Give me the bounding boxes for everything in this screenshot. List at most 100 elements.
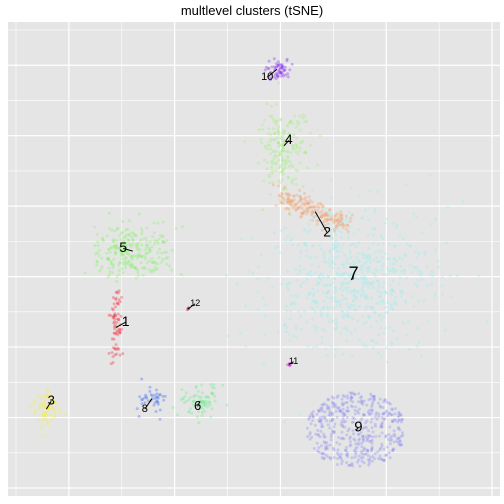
cluster-2-point bbox=[309, 205, 313, 209]
cluster-5-point bbox=[111, 266, 115, 270]
cluster-7-point bbox=[363, 344, 367, 348]
cluster-4-point bbox=[289, 120, 293, 123]
cluster-7-point bbox=[284, 330, 288, 334]
cluster-7-point bbox=[335, 300, 339, 304]
cluster-5-point bbox=[151, 261, 155, 265]
cluster-9-point bbox=[357, 458, 361, 462]
cluster-1-point bbox=[116, 312, 120, 316]
cluster-5-point bbox=[144, 251, 148, 255]
cluster-5-point bbox=[135, 246, 139, 250]
cluster-9-point bbox=[351, 464, 355, 468]
cluster-7-point bbox=[329, 261, 333, 265]
cluster-4-point bbox=[263, 144, 267, 148]
cluster-7-point bbox=[376, 243, 380, 246]
cluster-9-point bbox=[388, 425, 392, 429]
cluster-2-point bbox=[341, 226, 345, 230]
cluster-10-point bbox=[277, 69, 281, 72]
cluster-2-point bbox=[334, 213, 338, 217]
cluster-3-point bbox=[63, 413, 67, 417]
cluster-4-point bbox=[277, 132, 281, 136]
cluster-9-point bbox=[356, 442, 360, 445]
cluster-5-point bbox=[120, 253, 124, 257]
cluster-6-point bbox=[199, 405, 202, 409]
cluster-7-point bbox=[345, 220, 349, 224]
cluster-5-point bbox=[153, 268, 157, 272]
cluster-7-point bbox=[320, 336, 324, 339]
cluster-7-point bbox=[328, 283, 332, 287]
cluster-9-point bbox=[338, 442, 342, 446]
cluster-4-point bbox=[270, 114, 274, 118]
cluster-10-point bbox=[272, 75, 276, 79]
cluster-9-point bbox=[336, 451, 339, 455]
cluster-3-point bbox=[54, 401, 58, 405]
cluster-5-point bbox=[145, 252, 149, 256]
cluster-2-point bbox=[296, 205, 300, 209]
cluster-9-point bbox=[383, 398, 387, 402]
cluster-2-point bbox=[316, 205, 320, 209]
cluster-7-point bbox=[373, 210, 377, 214]
cluster-7-point bbox=[311, 294, 315, 298]
cluster-5-point bbox=[158, 247, 162, 251]
cluster-4-point bbox=[283, 138, 286, 142]
cluster-10-point bbox=[274, 65, 278, 69]
cluster-8-point bbox=[155, 395, 159, 399]
cluster-5-point bbox=[133, 266, 137, 270]
cluster-5-point bbox=[136, 244, 140, 248]
cluster-7-point bbox=[354, 262, 357, 266]
cluster-7-point bbox=[313, 299, 317, 303]
cluster-5-point bbox=[157, 237, 161, 241]
cluster-7-point bbox=[329, 235, 333, 239]
cluster-9-point bbox=[370, 417, 374, 421]
cluster-7-point bbox=[357, 194, 361, 197]
cluster-7-point bbox=[292, 301, 296, 305]
cluster-7-point bbox=[329, 297, 332, 301]
cluster-7-point bbox=[359, 265, 363, 268]
cluster-3-point bbox=[53, 410, 57, 414]
cluster-4-point bbox=[294, 168, 298, 172]
cluster-7-point bbox=[307, 272, 311, 275]
cluster-7-point bbox=[334, 317, 338, 321]
cluster-7-point bbox=[411, 294, 415, 298]
cluster-4-point bbox=[294, 143, 298, 147]
cluster-9-point bbox=[366, 448, 370, 452]
cluster-7-point bbox=[381, 285, 385, 289]
cluster-5-point bbox=[136, 268, 140, 272]
cluster-5-point bbox=[152, 231, 156, 235]
cluster-2-point bbox=[300, 212, 304, 216]
cluster-7-point bbox=[477, 274, 481, 278]
cluster-7-point bbox=[401, 269, 405, 273]
cluster-5-point bbox=[130, 235, 134, 239]
cluster-6-point bbox=[204, 399, 208, 403]
cluster-7-point bbox=[340, 250, 344, 254]
cluster-4-point bbox=[271, 181, 275, 185]
cluster-7-point bbox=[289, 317, 292, 321]
cluster-7-point bbox=[418, 273, 422, 277]
cluster-7-point bbox=[321, 291, 325, 295]
cluster-4-point bbox=[298, 141, 302, 145]
cluster-5-point bbox=[148, 259, 152, 263]
cluster-3-point bbox=[39, 395, 43, 399]
cluster-7-point bbox=[380, 250, 384, 253]
cluster-9-point bbox=[333, 430, 336, 434]
cluster-7-point bbox=[312, 345, 315, 349]
cluster-7-point bbox=[315, 283, 319, 287]
cluster-9-point bbox=[382, 400, 386, 404]
cluster-7-point bbox=[376, 260, 380, 264]
cluster-7-point bbox=[309, 256, 313, 260]
cluster-9-point bbox=[361, 455, 365, 459]
cluster-7-point bbox=[335, 321, 339, 325]
cluster-8-point bbox=[137, 415, 141, 418]
cluster-3-point bbox=[36, 393, 40, 397]
cluster-7-point bbox=[364, 320, 368, 324]
cluster-2-point bbox=[285, 192, 289, 196]
cluster-7-point bbox=[286, 234, 290, 238]
cluster-9-point bbox=[365, 439, 369, 443]
cluster-9-point bbox=[370, 459, 374, 463]
cluster-9-point bbox=[340, 397, 344, 401]
cluster-4-point bbox=[292, 147, 296, 150]
cluster-6-point bbox=[206, 405, 210, 409]
cluster-4-point bbox=[281, 149, 285, 153]
cluster-9-point bbox=[396, 420, 400, 424]
cluster-7-point bbox=[354, 296, 358, 300]
cluster-7-point bbox=[328, 250, 332, 254]
